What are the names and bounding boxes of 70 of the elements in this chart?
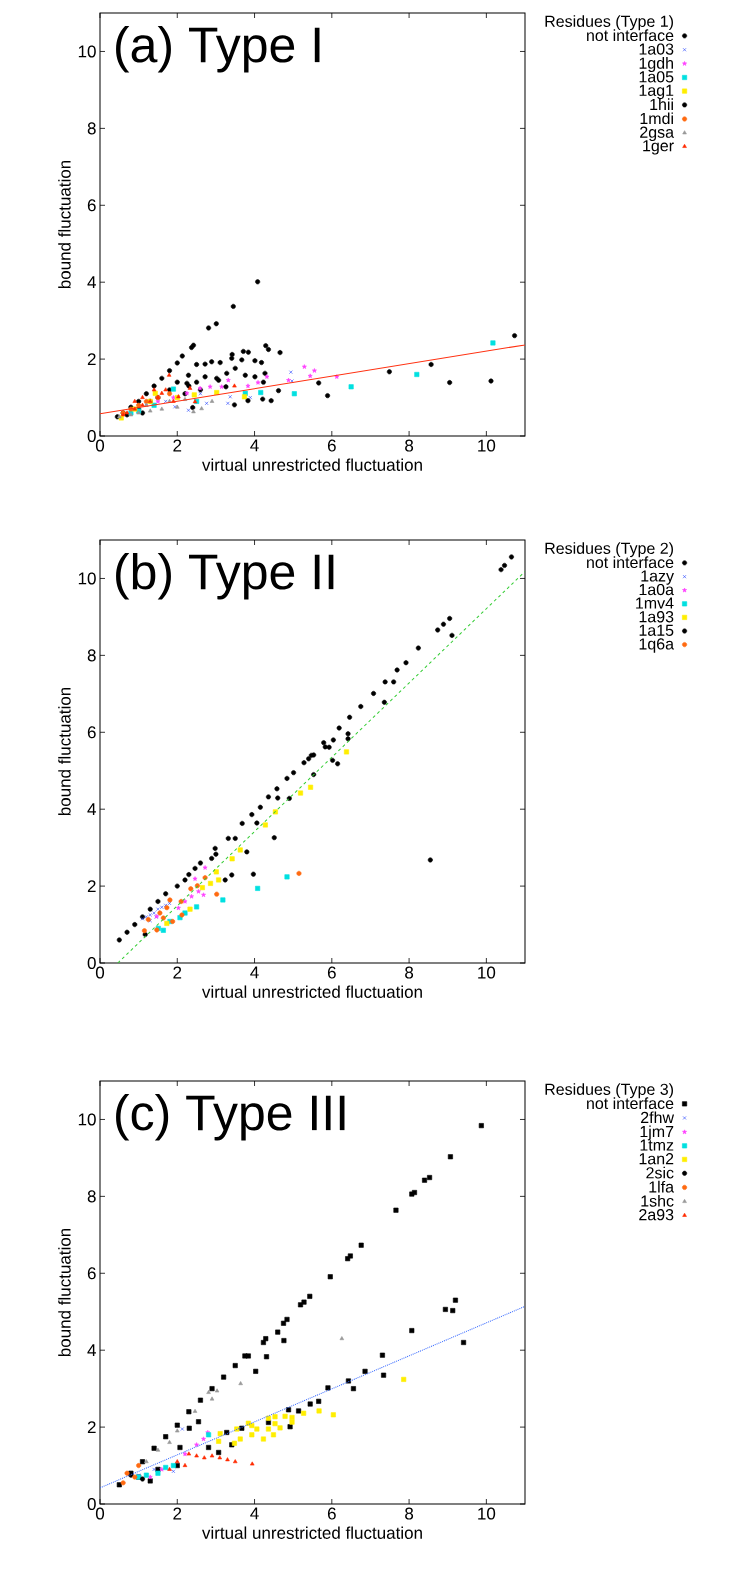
y-tick-label: 10 — [78, 45, 96, 58]
x-tick-label: 2 — [173, 1507, 182, 1520]
legend-label: not interface — [587, 29, 674, 42]
y-tick-label: 4 — [87, 803, 96, 816]
legend-label: 1shc — [641, 1194, 674, 1207]
legend-label: 1an2 — [639, 1153, 674, 1165]
chart-title: (b) Type II — [116, 552, 334, 600]
legend-label: 1tmz — [640, 1139, 674, 1151]
legend-label: 1q6a — [639, 638, 675, 653]
x-tick-label: 8 — [405, 1507, 414, 1520]
x-tick-label: 4 — [250, 1507, 259, 1520]
legend-label: 1lfa — [649, 1180, 675, 1193]
y-tick-label: 8 — [87, 1190, 96, 1203]
y-tick-label: 0 — [87, 1497, 96, 1511]
x-tick-label: 8 — [405, 966, 414, 979]
legend-label: 1a03 — [639, 43, 674, 55]
x-tick-label: 8 — [405, 439, 414, 452]
legend-label: 1jm7 — [640, 1125, 674, 1141]
x-tick-label: 4 — [250, 439, 259, 452]
legend-label: 1ger — [643, 140, 674, 155]
y-tick-label: 6 — [87, 1267, 96, 1280]
x-tick-label: 0 — [95, 439, 105, 452]
legend-label: not interface — [587, 556, 674, 569]
legend-label: 1a15 — [639, 624, 674, 636]
legend-label: not interface — [587, 1097, 674, 1110]
y-tick-label: 2 — [87, 353, 96, 366]
legend-label: 1hii — [650, 98, 673, 110]
y-tick-label: 0 — [87, 429, 96, 443]
x-tick-label: 6 — [327, 439, 336, 452]
y-tick-label: 10 — [78, 1113, 96, 1126]
y-tick-label: 4 — [87, 1344, 96, 1357]
legend-label: 1mdi — [640, 112, 673, 125]
y-tick-label: 8 — [87, 649, 96, 662]
y-tick-label: 0 — [87, 956, 96, 970]
legend-label: 2a93 — [639, 1209, 674, 1221]
x-tick-label: 10 — [478, 1507, 496, 1520]
legend-label: 1azy — [641, 570, 674, 585]
x-tick-label: 0 — [95, 1507, 105, 1520]
legend-label: 2gsa — [640, 126, 675, 142]
x-tick-label: 6 — [327, 1507, 336, 1520]
y-axis-title: bound fluctuation — [58, 1228, 71, 1357]
chart-title: (a) Type I — [116, 25, 320, 73]
x-tick-label: 0 — [95, 966, 105, 979]
x-axis-title: virtual unrestricted fluctuation — [202, 1526, 422, 1539]
y-axis-title: bound fluctuation — [58, 160, 71, 289]
y-tick-label: 8 — [87, 122, 96, 135]
legend-label: 1ag1 — [639, 84, 674, 100]
x-axis-title: virtual unrestricted fluctuation — [202, 985, 422, 998]
legend-label: 1mv4 — [636, 597, 674, 609]
y-tick-label: 4 — [87, 276, 96, 289]
x-axis-title: virtual unrestricted fluctuation — [202, 458, 422, 471]
x-tick-label: 4 — [250, 966, 259, 979]
legend-label: 2fhw — [641, 1111, 675, 1123]
y-axis-title: bound fluctuation — [58, 687, 71, 816]
legend-label: 1a0a — [639, 583, 675, 596]
y-tick-label: 2 — [87, 1421, 96, 1434]
x-tick-label: 6 — [327, 966, 336, 979]
x-tick-label: 10 — [478, 439, 496, 452]
x-tick-label: 2 — [173, 966, 182, 979]
y-tick-label: 10 — [78, 572, 96, 585]
legend-label: 1a05 — [639, 71, 674, 83]
y-tick-label: 6 — [87, 199, 96, 212]
legend-label: 1gdh — [639, 57, 673, 72]
y-tick-label: 2 — [87, 880, 96, 893]
x-tick-label: 10 — [478, 966, 496, 979]
legend-label: 2sic — [646, 1166, 674, 1179]
legend-label: 1a93 — [639, 611, 674, 623]
y-tick-label: 6 — [87, 726, 96, 739]
chart-title: (c) Type III — [116, 1093, 345, 1141]
x-tick-label: 2 — [173, 439, 182, 452]
